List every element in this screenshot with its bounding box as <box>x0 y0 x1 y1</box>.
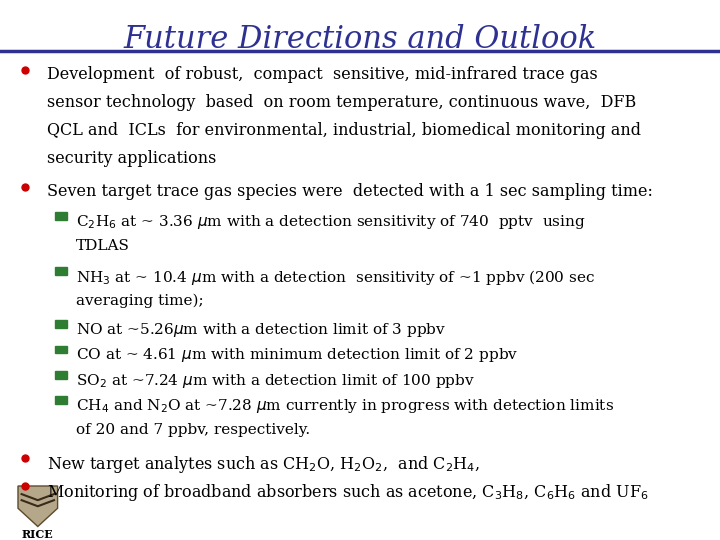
Text: averaging time);: averaging time); <box>76 294 203 308</box>
Text: Future Directions and Outlook: Future Directions and Outlook <box>123 24 597 55</box>
Text: QCL and  ICLs  for environmental, industrial, biomedical monitoring and: QCL and ICLs for environmental, industri… <box>47 122 641 139</box>
Text: CO at ~ 4.61 $\mu$m with minimum detection limit of 2 ppbv: CO at ~ 4.61 $\mu$m with minimum detecti… <box>76 346 518 364</box>
Text: New target analytes such as CH$_2$O, H$_2$O$_2$,  and C$_2$H$_4$,: New target analytes such as CH$_2$O, H$_… <box>47 454 480 475</box>
Text: Monitoring of broadband absorbers such as acetone, C$_3$H$_8$, C$_6$H$_6$ and UF: Monitoring of broadband absorbers such a… <box>47 482 649 503</box>
FancyBboxPatch shape <box>55 212 67 220</box>
FancyBboxPatch shape <box>55 267 67 275</box>
Polygon shape <box>18 486 58 526</box>
Text: NH$_3$ at ~ 10.4 $\mu$m with a detection  sensitivity of ~1 ppbv (200 sec: NH$_3$ at ~ 10.4 $\mu$m with a detection… <box>76 268 595 287</box>
Text: CH$_4$ and N$_2$O at ~7.28 $\mu$m currently in progress with detection limits: CH$_4$ and N$_2$O at ~7.28 $\mu$m curren… <box>76 397 613 415</box>
FancyBboxPatch shape <box>55 346 67 353</box>
FancyBboxPatch shape <box>55 320 67 328</box>
FancyBboxPatch shape <box>55 371 67 379</box>
Text: sensor technology  based  on room temperature, continuous wave,  DFB: sensor technology based on room temperat… <box>47 94 636 111</box>
Text: NO at ~5.26$\mu$m with a detection limit of 3 ppbv: NO at ~5.26$\mu$m with a detection limit… <box>76 321 446 339</box>
Text: of 20 and 7 ppbv, respectively.: of 20 and 7 ppbv, respectively. <box>76 423 310 437</box>
Text: TDLAS: TDLAS <box>76 239 130 253</box>
Text: Seven target trace gas species were  detected with a 1 sec sampling time:: Seven target trace gas species were dete… <box>47 183 652 199</box>
Text: RICE: RICE <box>22 529 54 540</box>
Text: SO$_2$ at ~7.24 $\mu$m with a detection limit of 100 ppbv: SO$_2$ at ~7.24 $\mu$m with a detection … <box>76 372 474 389</box>
FancyBboxPatch shape <box>55 396 67 404</box>
Text: Development  of robust,  compact  sensitive, mid-infrared trace gas: Development of robust, compact sensitive… <box>47 66 598 83</box>
Text: C$_2$H$_6$ at ~ 3.36 $\mu$m with a detection sensitivity of 740  pptv  using: C$_2$H$_6$ at ~ 3.36 $\mu$m with a detec… <box>76 213 585 231</box>
Text: security applications: security applications <box>47 150 216 167</box>
